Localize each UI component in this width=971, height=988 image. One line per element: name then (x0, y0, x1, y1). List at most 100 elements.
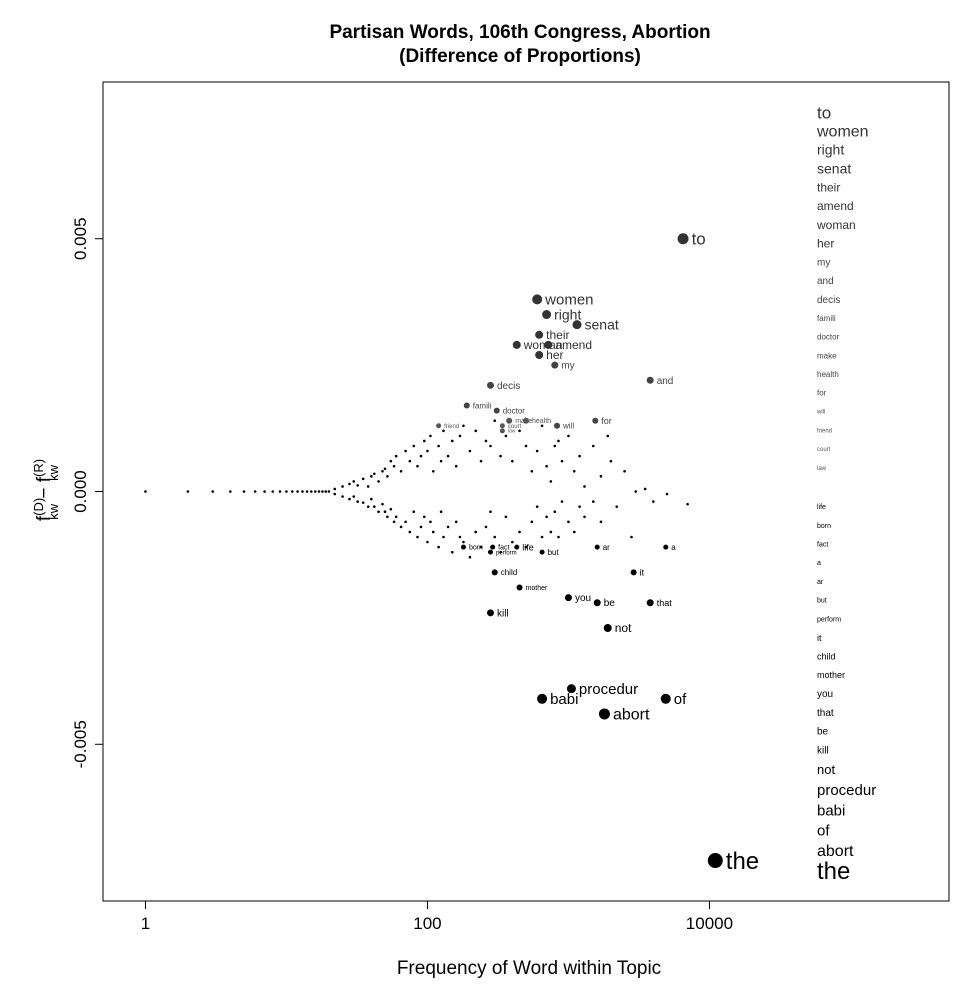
svg-text:f(D)kw − f(R)kw: f(D)kw − f(R)kw (31, 459, 61, 521)
unlabeled-point-38 (377, 480, 380, 483)
unlabeled-point-62 (419, 454, 423, 458)
unlabeled-point-4 (242, 490, 246, 493)
point-label-ar: ar (603, 543, 610, 552)
point-a (663, 544, 669, 550)
side-list-word-decis: decis (817, 295, 840, 306)
unlabeled-point-36 (373, 472, 376, 476)
point-label-but: but (548, 548, 560, 557)
unlabeled-point-23 (341, 495, 344, 498)
point-friend (436, 423, 442, 429)
unlabeled-point-39 (377, 510, 380, 514)
point-you (564, 594, 572, 602)
point-it (630, 569, 637, 576)
point-the (707, 853, 723, 869)
unlabeled-point-138 (606, 434, 610, 438)
unlabeled-point-117 (545, 515, 548, 519)
side-list-word-and: and (817, 276, 834, 287)
point-label-law: law (508, 429, 516, 435)
side-list-word-born: born (817, 523, 831, 530)
side-list-word-law: law (817, 466, 827, 472)
x-tick-label-2: 10000 (686, 914, 733, 933)
point-will (554, 422, 561, 429)
unlabeled-point-133 (583, 515, 586, 519)
unlabeled-point-19 (327, 490, 331, 493)
unlabeled-point-6 (263, 490, 266, 493)
unlabeled-point-24 (348, 482, 351, 486)
point-label-of: of (674, 691, 687, 708)
unlabeled-point-123 (557, 535, 560, 539)
unlabeled-point-92 (479, 459, 483, 463)
point-label-and: and (657, 376, 674, 387)
side-list-word-of: of (817, 822, 830, 839)
point-label-not: not (615, 621, 632, 635)
unlabeled-point-55 (404, 520, 407, 524)
unlabeled-point-64 (423, 439, 426, 443)
point-and (646, 376, 654, 384)
point-label-decis: decis (497, 381, 520, 392)
unlabeled-point-15 (313, 490, 317, 493)
point-label-their: their (546, 328, 569, 342)
unlabeled-point-129 (572, 530, 576, 534)
unlabeled-point-17 (321, 490, 324, 493)
unlabeled-point-93 (479, 545, 483, 549)
unlabeled-point-1 (186, 490, 190, 493)
unlabeled-point-105 (511, 540, 514, 544)
unlabeled-point-124 (560, 459, 564, 463)
point-label-you: you (575, 593, 591, 604)
unlabeled-point-132 (583, 485, 586, 488)
unlabeled-point-65 (423, 515, 426, 519)
unlabeled-point-108 (524, 444, 528, 448)
y-tick-label-2: 0.005 (71, 217, 90, 260)
side-list-word-right: right (817, 142, 844, 158)
point-label-health: health (532, 418, 551, 425)
unlabeled-point-49 (392, 520, 396, 524)
side-list-word-the: the (817, 858, 850, 885)
unlabeled-point-28 (356, 484, 359, 487)
point-label-mother: mother (526, 585, 548, 592)
point-my (551, 361, 559, 369)
unlabeled-point-106 (518, 429, 521, 433)
side-list-word-court: court (817, 447, 831, 453)
point-label-born: born (469, 545, 483, 552)
unlabeled-point-82 (454, 464, 458, 468)
unlabeled-point-46 (389, 459, 393, 463)
point-perform (487, 549, 493, 555)
side-list-word-abort: abort (817, 843, 854, 860)
x-tick-label-1: 100 (413, 914, 441, 933)
unlabeled-point-95 (484, 525, 488, 529)
unlabeled-point-40 (381, 469, 384, 473)
unlabeled-point-107 (518, 530, 521, 534)
unlabeled-point-8 (278, 490, 282, 493)
unlabeled-point-7 (271, 490, 275, 493)
side-list-word-life: life (817, 504, 826, 511)
point-her (535, 351, 544, 359)
unlabeled-point-97 (489, 510, 492, 514)
unlabeled-point-85 (458, 535, 462, 539)
point-health (523, 417, 529, 424)
side-list-word-friend: friend (817, 428, 832, 434)
unlabeled-point-84 (458, 434, 462, 438)
point-label-the: the (726, 848, 759, 875)
point-born (460, 544, 466, 550)
side-list-word-for: for (817, 389, 827, 398)
unlabeled-point-89 (468, 555, 472, 559)
point-label-amend: amend (555, 338, 592, 352)
y-axis-title-sub-1: kw (46, 503, 61, 520)
unlabeled-point-121 (553, 510, 557, 514)
unlabeled-point-37 (373, 505, 376, 508)
point-mother (516, 584, 523, 591)
point-label-procedur: procedur (579, 681, 638, 698)
point-decis (486, 381, 494, 389)
unlabeled-point-115 (540, 535, 544, 539)
unlabeled-point-47 (389, 507, 393, 511)
point-woman (512, 340, 521, 349)
point-label-abort: abort (613, 707, 650, 724)
side-list-word-health: health (817, 370, 839, 379)
unlabeled-point-140 (615, 505, 619, 508)
side-list-word-my: my (817, 257, 830, 268)
unlabeled-point-50 (394, 454, 398, 458)
unlabeled-point-26 (352, 480, 356, 483)
unlabeled-point-79 (446, 525, 450, 529)
side-list-word-child: child (817, 651, 836, 661)
point-label-that: that (657, 598, 673, 608)
